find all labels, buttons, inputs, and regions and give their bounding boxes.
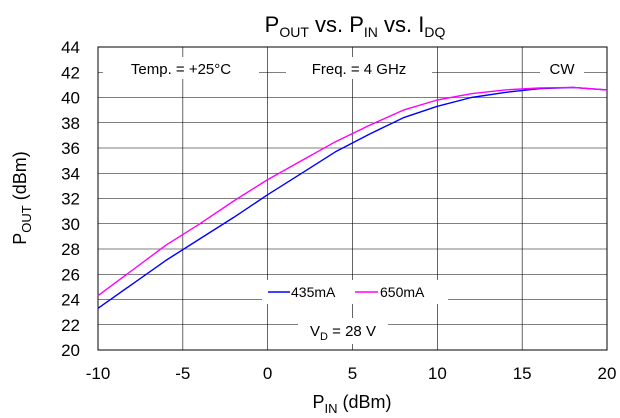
chart-title: POUT vs. PIN vs. IDQ xyxy=(265,12,446,40)
legend-label-435ma: 435mA xyxy=(291,284,336,300)
x-tick-label: 5 xyxy=(348,364,357,383)
y-tick-label: 30 xyxy=(61,215,80,234)
y-tick-labels: 20 22 24 26 28 30 32 34 36 38 40 42 44 xyxy=(61,38,80,360)
grid-lines xyxy=(98,47,607,350)
y-tick-label: 26 xyxy=(61,265,80,284)
x-tick-label: 20 xyxy=(598,364,617,383)
series-line-650ma xyxy=(97,86,608,297)
temp-annotation: Temp. = +25°C xyxy=(131,61,231,78)
y-tick-label: 22 xyxy=(61,316,80,335)
mode-box xyxy=(540,57,584,79)
legend-label-650ma: 650mA xyxy=(380,284,425,300)
y-tick-label: 40 xyxy=(61,89,80,108)
y-tick-label: 34 xyxy=(61,164,80,183)
y-tick-label: 24 xyxy=(61,291,80,310)
x-tick-label: -10 xyxy=(86,364,111,383)
y-axis-label: POUT (dBm) xyxy=(10,151,34,244)
y-tick-label: 42 xyxy=(61,63,80,82)
x-axis-label: PIN (dBm) xyxy=(312,392,391,416)
x-tick-label: 0 xyxy=(263,364,272,383)
x-tick-label: 10 xyxy=(428,364,447,383)
vd-box xyxy=(298,318,388,344)
freq-annotation: Freq. = 4 GHz xyxy=(312,61,407,78)
freq-box xyxy=(286,57,432,79)
series-group xyxy=(97,86,608,309)
series-line-435ma xyxy=(97,86,608,309)
x-tick-label: 15 xyxy=(513,364,532,383)
x-tick-label: -5 xyxy=(175,364,190,383)
y-tick-label: 38 xyxy=(61,114,80,133)
mode-annotation: CW xyxy=(550,61,576,78)
vd-annotation: VD = 28 V xyxy=(310,323,376,343)
y-tick-label: 32 xyxy=(61,190,80,209)
plot-frame xyxy=(97,46,608,351)
y-tick-label: 36 xyxy=(61,139,80,158)
legend: 435mA 650mA xyxy=(262,280,448,304)
y-tick-label: 20 xyxy=(61,341,80,360)
y-tick-label: 44 xyxy=(61,38,80,57)
temp-box xyxy=(103,57,259,79)
x-tick-labels: -10 -5 0 5 10 15 20 xyxy=(86,364,617,383)
y-tick-label: 28 xyxy=(61,240,80,259)
